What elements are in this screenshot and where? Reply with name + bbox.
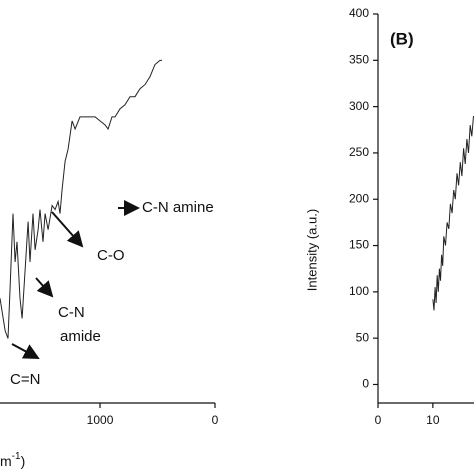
panel-label: (B) xyxy=(390,29,414,48)
x-tick-label: 1000 xyxy=(87,413,114,427)
annotation-arrow xyxy=(11,343,40,359)
x-axis-label-part: ) xyxy=(21,453,26,469)
annotation: C=N xyxy=(10,371,40,388)
y-tick-label: 250 xyxy=(349,145,369,159)
x-tick-label: 10 xyxy=(426,413,440,427)
x-tick-label: 0 xyxy=(212,413,219,427)
y-tick-label: 100 xyxy=(349,284,369,298)
annotation-arrow xyxy=(35,277,54,298)
x-tick-label: 0 xyxy=(375,413,382,427)
x-axis-label: m-1) xyxy=(0,451,25,469)
y-tick-label: 350 xyxy=(349,52,369,66)
y-tick-label: 300 xyxy=(349,99,369,113)
y-tick-label: 50 xyxy=(356,330,370,344)
annotation: amide xyxy=(60,328,101,345)
spectrum-line xyxy=(432,115,474,311)
annotation-arrow xyxy=(51,211,84,248)
y-tick-label: 400 xyxy=(349,6,369,20)
y-tick-label: 150 xyxy=(349,238,369,252)
annotation: C-N xyxy=(58,304,85,321)
y-tick-label: 200 xyxy=(349,191,369,205)
annotation: C-O xyxy=(97,247,125,264)
x-axis-label-part: m xyxy=(0,453,12,469)
spectrum-line xyxy=(0,59,162,339)
y-axis-label: Intensity (a.u.) xyxy=(304,209,319,291)
annotation: C-N amine xyxy=(142,199,214,216)
x-axis-label-part: -1 xyxy=(12,451,21,462)
y-tick-label: 0 xyxy=(362,377,369,391)
